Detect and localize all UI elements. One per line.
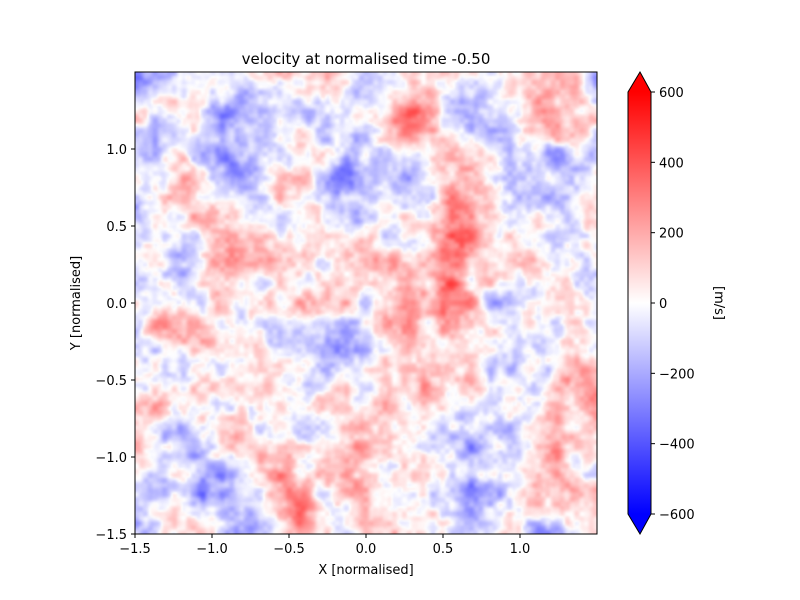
colorbar-tick-label: 600: [659, 86, 684, 101]
colorbar-ticks: −600 −400 −200 0 200 400 600: [651, 86, 695, 523]
colorbar-extend-top: [628, 72, 651, 92]
y-tick-label: −1.5: [95, 528, 127, 543]
colorbar-tick-label: 200: [659, 227, 684, 242]
colorbar-tick-label: −600: [659, 508, 695, 523]
x-tick-label: −1.0: [196, 542, 228, 557]
colorbar-extend-bottom: [628, 514, 651, 534]
y-tick-label: 1.0: [106, 143, 127, 158]
x-tick-label: 0.5: [433, 542, 454, 557]
colorbar-tick-label: −400: [659, 438, 695, 453]
x-tick-label: 0.0: [356, 542, 377, 557]
y-tick-label: 0.5: [106, 220, 127, 235]
y-tick-label: −0.5: [95, 374, 127, 389]
y-tick-label: −1.0: [95, 451, 127, 466]
plot-area: [134, 71, 598, 535]
y-tick-label: 0.0: [106, 297, 127, 312]
colorbar: −600 −400 −200 0 200 400 600 [m/s]: [627, 70, 726, 536]
x-axis: −1.5 −1.0 −0.5 0.0 0.5 1.0: [119, 534, 530, 557]
y-axis: −1.5 −1.0 −0.5 0.0 0.5 1.0: [95, 143, 135, 543]
colorbar-tick-label: 400: [659, 156, 684, 171]
colorbar-tick-label: 0: [659, 297, 667, 312]
y-axis-label: Y [normalised]: [69, 256, 84, 351]
x-axis-label: X [normalised]: [318, 563, 413, 578]
velocity-heatmap: [135, 72, 597, 534]
colorbar-label: [m/s]: [711, 286, 726, 320]
colorbar-tick-label: −200: [659, 367, 695, 382]
x-tick-label: −1.5: [119, 542, 151, 557]
chart-title: velocity at normalised time -0.50: [242, 50, 491, 68]
colorbar-gradient: [628, 92, 651, 514]
x-tick-label: 1.0: [510, 542, 531, 557]
x-tick-label: −0.5: [273, 542, 305, 557]
